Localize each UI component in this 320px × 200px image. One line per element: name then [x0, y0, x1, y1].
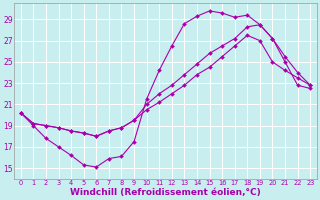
- X-axis label: Windchill (Refroidissement éolien,°C): Windchill (Refroidissement éolien,°C): [70, 188, 261, 197]
